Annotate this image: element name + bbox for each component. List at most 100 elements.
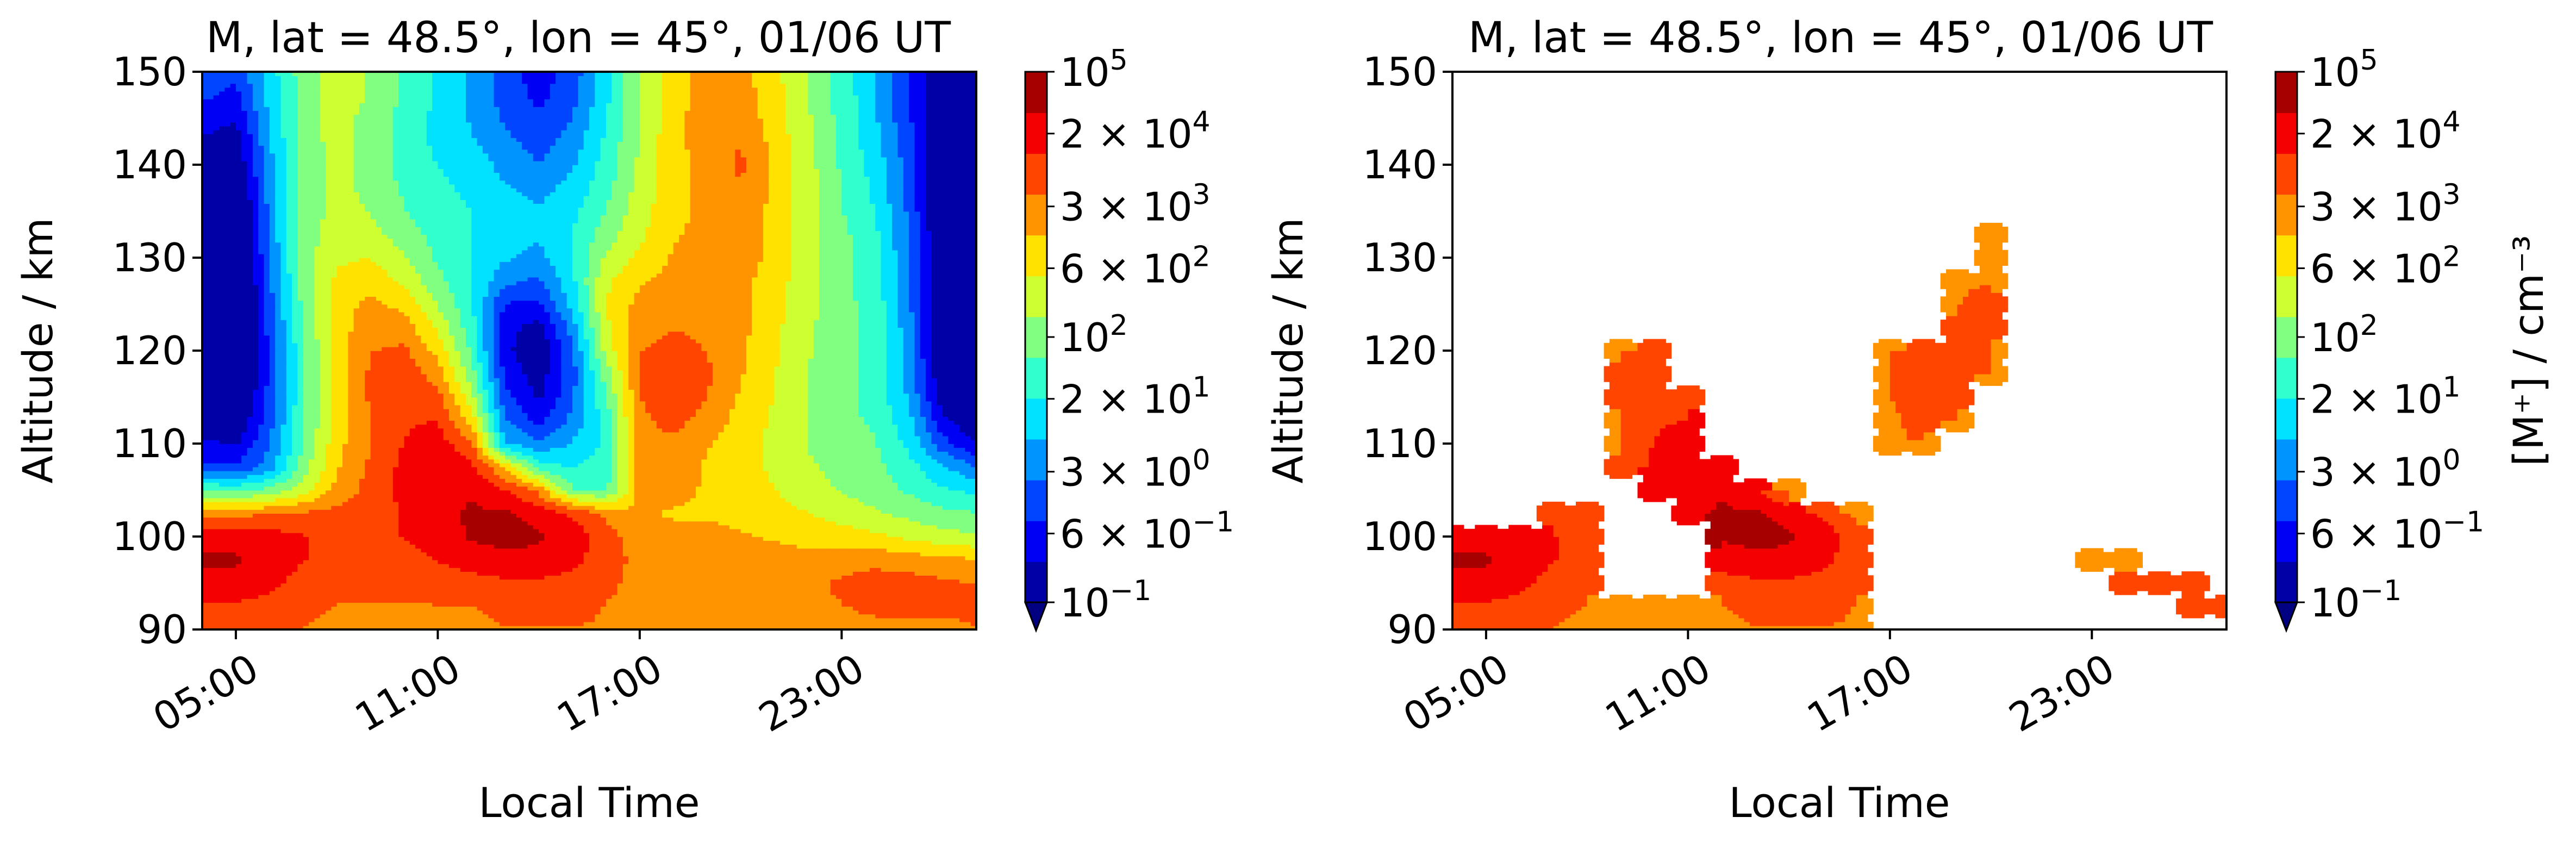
contour-cell xyxy=(494,571,500,576)
contour-cell xyxy=(370,521,377,526)
contour-cell xyxy=(953,517,960,522)
contour-plot-area xyxy=(202,72,977,630)
contour-cell xyxy=(331,579,338,584)
contour-cell xyxy=(662,513,669,518)
contour-cell xyxy=(746,552,752,557)
contour-cell xyxy=(970,537,977,541)
contour-cell xyxy=(230,625,236,630)
contour-cell xyxy=(230,517,236,522)
contour-cell xyxy=(213,621,220,626)
contour-cell xyxy=(668,521,674,526)
contour-cell xyxy=(735,590,741,595)
contour-cell xyxy=(556,590,562,595)
contour-cell xyxy=(645,537,652,541)
contour-cell xyxy=(679,568,685,572)
contour-cell xyxy=(331,494,338,498)
contour-cell xyxy=(897,614,904,619)
contour-cell xyxy=(931,556,938,560)
contour-cell xyxy=(696,590,702,595)
contour-cell xyxy=(679,528,685,533)
contour-cell xyxy=(595,606,601,611)
contour-cell xyxy=(510,506,517,510)
contour-cell xyxy=(959,490,966,495)
contour-cell xyxy=(679,501,685,506)
contour-cell xyxy=(241,563,248,568)
contour-cell xyxy=(505,563,512,568)
contour-cell xyxy=(953,556,960,560)
contour-cell xyxy=(275,537,282,541)
contour-cell xyxy=(438,528,444,533)
contour-cell xyxy=(443,532,450,537)
contour-cell xyxy=(376,494,382,498)
contour-cell xyxy=(622,494,629,498)
contour-cell xyxy=(752,568,758,572)
contour-cell xyxy=(376,490,382,495)
contour-cell xyxy=(656,563,663,568)
contour-cell xyxy=(673,614,679,619)
contour-cell xyxy=(309,525,315,529)
contour-cell xyxy=(522,552,528,557)
contour-cell xyxy=(634,532,640,537)
contour-cell xyxy=(628,571,635,576)
contour-cell xyxy=(247,587,253,591)
contour-cell xyxy=(342,606,349,611)
contour-cell xyxy=(297,587,304,591)
contour-cell xyxy=(707,571,713,576)
contour-cell xyxy=(438,618,444,622)
contour-cell xyxy=(499,540,506,545)
contour-cell xyxy=(544,513,551,518)
contour-cell xyxy=(639,598,646,603)
contour-cell xyxy=(774,497,781,502)
contour-cell xyxy=(309,625,315,630)
contour-cell xyxy=(920,556,926,560)
contour-cell xyxy=(353,610,360,615)
contour-cell xyxy=(510,528,517,533)
contour-cell xyxy=(931,568,938,572)
contour-cell xyxy=(841,594,848,599)
contour-cell xyxy=(292,532,298,537)
contour-cell xyxy=(589,590,596,595)
contour-cell xyxy=(735,606,741,611)
contour-cell xyxy=(247,625,253,630)
contour-cell xyxy=(556,528,562,533)
contour-cell xyxy=(578,517,584,522)
contour-cell xyxy=(802,521,809,526)
contour-cell xyxy=(561,583,567,588)
contour-cell xyxy=(684,521,691,526)
contour-cell xyxy=(864,571,870,576)
contour-cell xyxy=(404,559,410,564)
contour-cell xyxy=(208,497,214,502)
contour-cell xyxy=(914,556,921,560)
contour-cell xyxy=(510,532,517,537)
contour-cell xyxy=(488,575,495,580)
contour-cell xyxy=(612,590,618,595)
contour-cell xyxy=(303,614,309,619)
contour-cell xyxy=(673,528,679,533)
contour-cell xyxy=(774,490,781,495)
contour-cell xyxy=(359,544,365,549)
contour-cell xyxy=(471,556,478,560)
contour-cell xyxy=(566,571,573,576)
contour-cell xyxy=(718,513,725,518)
contour-cell xyxy=(382,606,388,611)
contour-cell xyxy=(561,602,567,607)
contour-cell xyxy=(387,575,394,580)
contour-cell xyxy=(931,528,938,533)
contour-cell xyxy=(348,559,354,564)
contour-cell xyxy=(494,501,500,506)
contour-cell xyxy=(662,606,669,611)
contour-cell xyxy=(892,590,899,595)
contour-cell xyxy=(578,509,584,514)
contour-cell xyxy=(404,548,410,553)
contour-cell xyxy=(713,583,719,588)
contour-cell xyxy=(926,618,932,622)
contour-cell xyxy=(825,575,831,580)
contour-cell xyxy=(415,528,422,533)
contour-cell xyxy=(269,602,276,607)
contour-cell xyxy=(505,521,512,526)
contour-cell xyxy=(264,559,270,564)
contour-cell xyxy=(740,606,747,611)
contour-cell xyxy=(353,614,360,619)
contour-cell xyxy=(336,506,343,510)
contour-cell xyxy=(522,594,528,599)
